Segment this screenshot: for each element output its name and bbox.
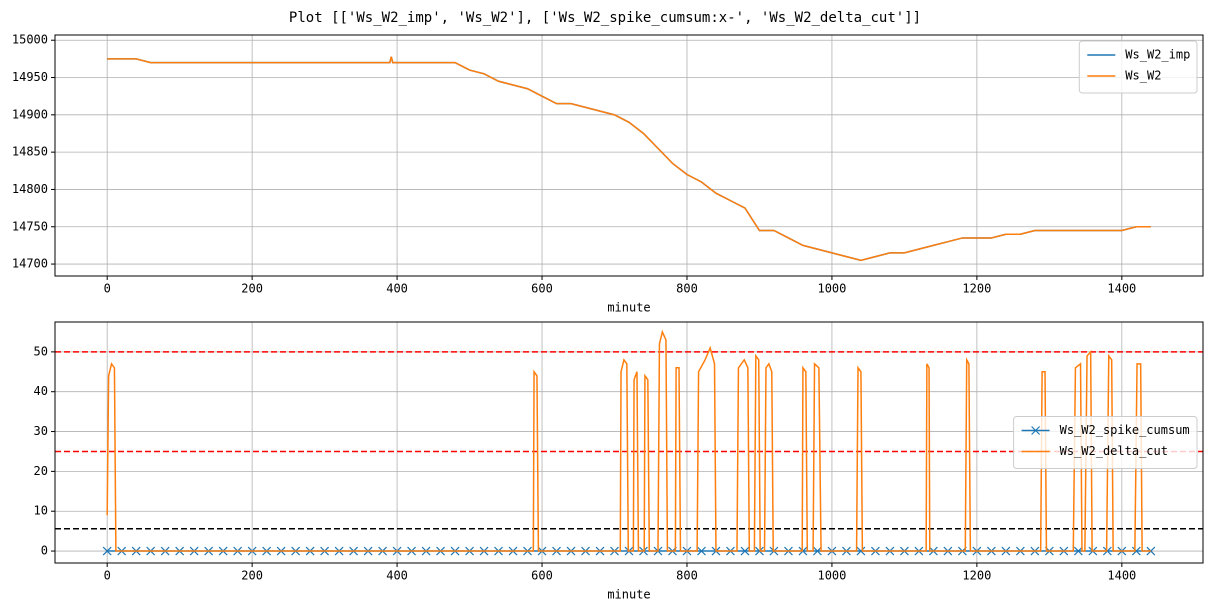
- x-tick-label: 1200: [962, 282, 991, 296]
- x-axis-label: minute: [607, 588, 650, 602]
- y-tick-label: 14950: [12, 70, 48, 84]
- marker: [813, 546, 822, 556]
- legend-label: Ws_W2_delta_cut: [1060, 444, 1168, 458]
- axes-frame: [54, 321, 1204, 564]
- x-tick-label: 200: [241, 282, 263, 296]
- x-tick-label: 600: [531, 282, 553, 296]
- marker: [856, 546, 866, 556]
- x-tick-label: 1200: [962, 569, 991, 583]
- x-tick-label: 200: [241, 569, 263, 583]
- y-tick-label: 30: [34, 424, 48, 438]
- x-tick-label: 1000: [817, 569, 846, 583]
- series-line: [107, 56, 1151, 262]
- legend: Ws_W2_imp Ws_W2: [1078, 40, 1198, 94]
- plot-area: [107, 56, 1151, 262]
- y-tick-label: 14750: [12, 219, 48, 233]
- x-tick-label: 800: [676, 569, 698, 583]
- legend-box: [1078, 40, 1198, 94]
- marker: [102, 546, 112, 556]
- x-tick-label: 800: [676, 282, 698, 296]
- x-tick-label: 1400: [1107, 569, 1136, 583]
- legend-box: [1013, 416, 1198, 469]
- figure-title: Plot [['Ws_W2_imp', 'Ws_W2'], ['Ws_W2_sp…: [289, 10, 921, 26]
- x-tick-label: 400: [386, 569, 408, 583]
- y-tick-label: 40: [34, 384, 48, 398]
- x-tick-label: 0: [104, 569, 111, 583]
- legend-label: Ws_W2_spike_cumsum: [1060, 423, 1190, 437]
- x-tick-label: 1000: [817, 282, 846, 296]
- plot-area: [55, 329, 1203, 556]
- y-tick-label: 14850: [12, 145, 48, 159]
- y-tick-label: 14700: [12, 257, 48, 271]
- marker: [697, 546, 706, 556]
- marker: [1073, 546, 1083, 556]
- marker: [740, 546, 750, 556]
- legend-label: Ws_W2_imp: [1125, 48, 1190, 62]
- y-tick-label: 14800: [12, 182, 48, 196]
- x-tick-label: 1400: [1107, 282, 1136, 296]
- y-tick-label: 10: [34, 504, 48, 518]
- y-tick-label: 0: [41, 544, 48, 558]
- x-tick-label: 600: [531, 569, 553, 583]
- x-tick-label: 0: [104, 282, 111, 296]
- y-tick-label: 20: [34, 464, 48, 478]
- x-axis-label: minute: [607, 301, 650, 315]
- y-tick-label: 14900: [12, 107, 48, 121]
- axes-frame: [54, 34, 1204, 277]
- marker: [1131, 546, 1141, 556]
- series-line: [106, 329, 1151, 552]
- y-tick-label: 50: [34, 344, 48, 358]
- legend-label: Ws_W2: [1125, 69, 1161, 83]
- legend-marker: [1031, 426, 1041, 435]
- legend: Ws_W2_spike_cumsum Ws_W2_delta_cut: [1013, 416, 1198, 469]
- y-tick-label: 15000: [12, 33, 48, 47]
- x-tick-label: 400: [386, 282, 408, 296]
